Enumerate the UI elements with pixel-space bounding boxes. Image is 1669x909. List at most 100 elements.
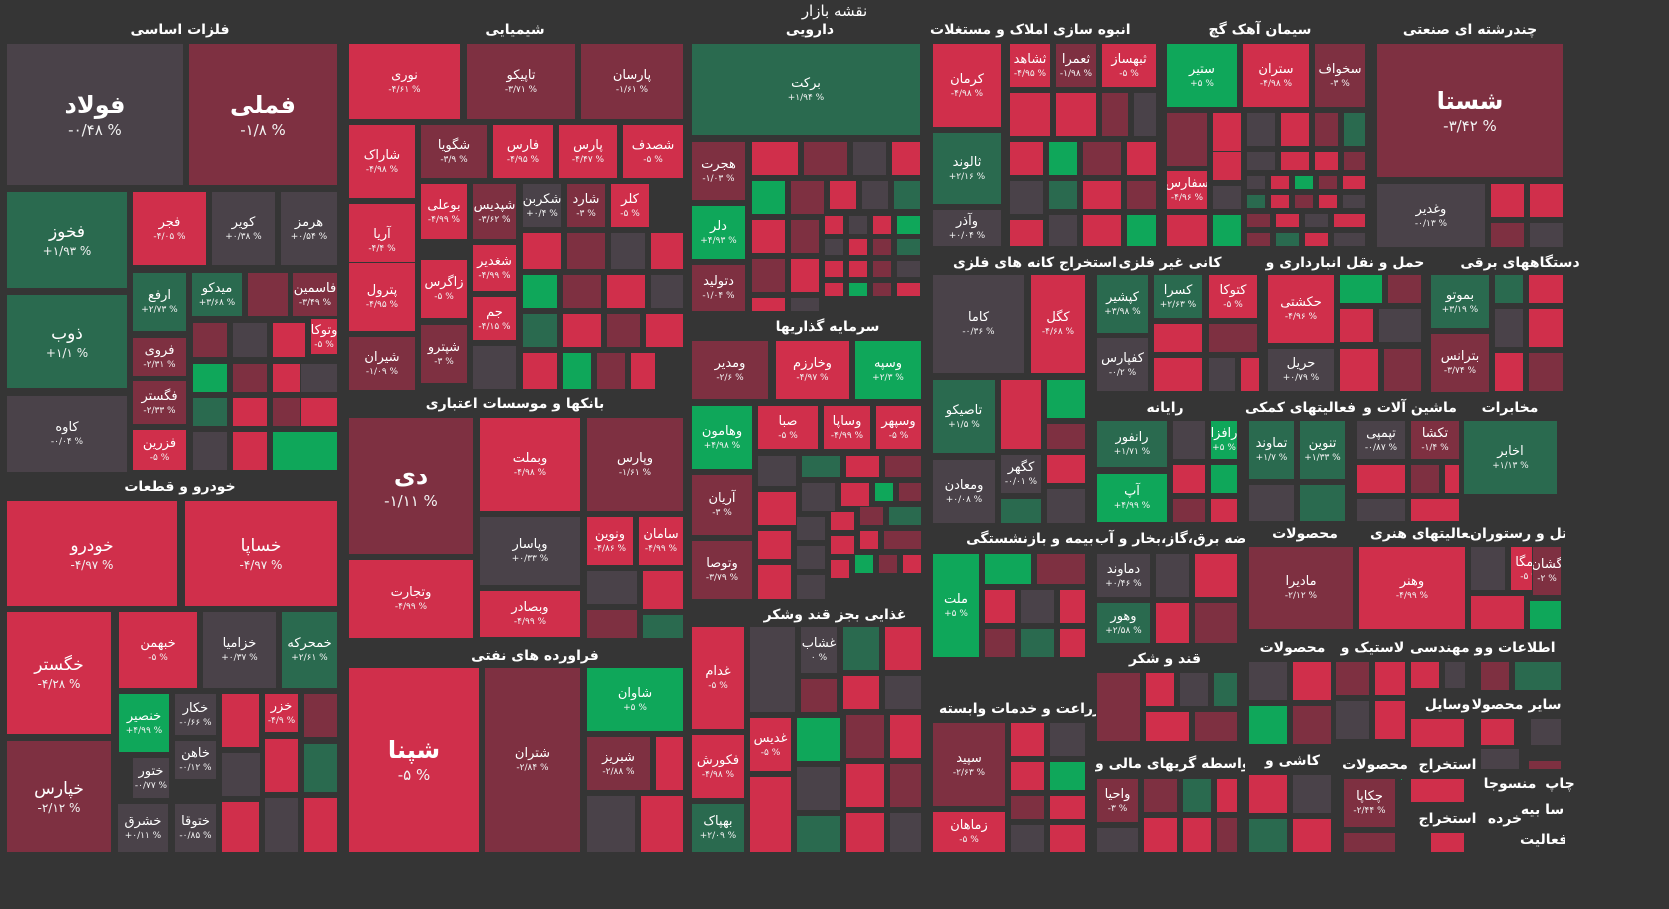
stock-tile[interactable]: وبصادر -۴/۹۹ % xyxy=(479,590,581,638)
stock-tile[interactable]: وغدیر -۰/۱۳ % xyxy=(1376,183,1486,248)
stock-tile-small[interactable] xyxy=(848,215,868,235)
stock-tile-small[interactable] xyxy=(1166,214,1208,247)
stock-tile-small[interactable] xyxy=(1246,232,1271,247)
stock-tile[interactable]: خزر -۴/۹ % xyxy=(264,693,299,733)
stock-tile[interactable]: خنصیر +۴/۹۹ % xyxy=(118,693,170,753)
stock-tile-small[interactable] xyxy=(562,313,602,348)
stock-tile-small[interactable] xyxy=(642,570,684,610)
stock-tile-small[interactable] xyxy=(852,141,887,176)
stock-tile[interactable]: ومدیر -۲/۶ % xyxy=(691,340,769,400)
stock-tile-small[interactable] xyxy=(1048,180,1078,210)
stock-tile-small[interactable] xyxy=(1182,817,1212,853)
stock-tile-small[interactable] xyxy=(1304,232,1329,247)
stock-tile[interactable]: ذوب +۱/۱ % xyxy=(6,294,128,389)
stock-tile-small[interactable] xyxy=(757,564,792,600)
stock-tile-small[interactable] xyxy=(1216,817,1238,853)
stock-tile[interactable]: فجر -۴/۰۵ % xyxy=(132,191,207,266)
stock-tile[interactable]: سخواف -۳ % xyxy=(1314,43,1366,108)
stock-tile[interactable]: شاراک -۴/۹۸ % xyxy=(348,124,416,199)
stock-tile-small[interactable] xyxy=(1046,454,1086,484)
stock-tile-small[interactable] xyxy=(824,282,844,297)
stock-tile-small[interactable] xyxy=(1480,661,1510,691)
stock-tile[interactable]: زماهان -۵ % xyxy=(932,811,1006,853)
stock-tile-small[interactable] xyxy=(1020,589,1055,624)
stock-tile-small[interactable] xyxy=(1318,194,1338,209)
stock-tile-small[interactable] xyxy=(1246,112,1276,147)
stock-tile[interactable]: خمحرکه +۲/۶۱ % xyxy=(281,611,338,689)
stock-tile-small[interactable] xyxy=(522,232,562,270)
stock-tile-small[interactable] xyxy=(1055,92,1097,137)
stock-tile-small[interactable] xyxy=(796,766,841,811)
stock-tile-small[interactable] xyxy=(884,455,922,478)
stock-tile-small[interactable] xyxy=(859,530,879,550)
stock-tile-small[interactable] xyxy=(757,530,792,560)
stock-tile-small[interactable] xyxy=(1528,352,1564,392)
stock-tile[interactable]: ختور -۰/۷۷ % xyxy=(132,757,170,799)
stock-tile[interactable]: وهور +۲/۵۸ % xyxy=(1096,602,1151,644)
stock-tile[interactable]: فاسمین -۳/۴۹ % xyxy=(292,272,338,317)
stock-tile-small[interactable] xyxy=(874,482,894,502)
stock-tile-small[interactable] xyxy=(854,554,874,574)
stock-tile-small[interactable] xyxy=(1009,141,1044,176)
stock-tile-small[interactable] xyxy=(1430,832,1465,853)
stock-tile-small[interactable] xyxy=(757,455,797,487)
stock-tile-small[interactable] xyxy=(751,219,786,254)
stock-tile-small[interactable] xyxy=(902,554,922,574)
stock-tile-small[interactable] xyxy=(801,482,836,512)
stock-tile-small[interactable] xyxy=(1529,222,1564,248)
stock-tile-small[interactable] xyxy=(1490,222,1525,248)
stock-tile-small[interactable] xyxy=(1194,553,1238,598)
stock-tile[interactable]: خساپا -۴/۹۷ % xyxy=(184,500,338,607)
stock-tile[interactable]: بهپاک +۲/۰۹ % xyxy=(691,803,745,853)
stock-tile-small[interactable] xyxy=(192,431,228,471)
stock-tile[interactable]: تاصیکو +۱/۵ % xyxy=(932,379,996,454)
stock-tile-small[interactable] xyxy=(1049,795,1086,820)
stock-tile-small[interactable] xyxy=(1133,92,1157,137)
stock-tile[interactable]: شتران -۲/۸۴ % xyxy=(484,667,581,853)
stock-tile-small[interactable] xyxy=(1172,420,1206,460)
stock-tile-small[interactable] xyxy=(889,812,922,853)
stock-tile[interactable]: ونوین -۴/۸۶ % xyxy=(586,516,634,566)
stock-tile-small[interactable] xyxy=(984,628,1016,658)
stock-tile-small[interactable] xyxy=(1339,274,1383,304)
stock-tile-small[interactable] xyxy=(642,614,684,639)
stock-tile[interactable]: جم -۴/۱۵ % xyxy=(472,296,517,341)
stock-tile[interactable]: صبا -۵ % xyxy=(757,405,819,450)
stock-tile-small[interactable] xyxy=(1529,183,1564,218)
stock-tile-small[interactable] xyxy=(884,675,922,710)
stock-tile[interactable]: تکشا -۱/۴ % xyxy=(1410,420,1460,460)
stock-tile-small[interactable] xyxy=(562,274,602,309)
stock-tile[interactable]: دتولید -۱/۰۴ % xyxy=(691,264,746,312)
stock-tile-small[interactable] xyxy=(645,313,684,348)
stock-tile-small[interactable] xyxy=(1343,112,1366,147)
stock-tile-small[interactable] xyxy=(1155,553,1190,598)
stock-tile-small[interactable] xyxy=(872,215,892,235)
stock-tile-small[interactable] xyxy=(790,180,825,215)
stock-tile[interactable]: حکشتی -۴/۹۶ % xyxy=(1267,274,1335,344)
stock-tile[interactable]: وسپه +۲/۳ % xyxy=(854,340,922,400)
stock-tile[interactable]: فروی -۲/۳۱ % xyxy=(132,337,187,377)
stock-tile-small[interactable] xyxy=(1275,213,1300,228)
stock-tile-small[interactable] xyxy=(1126,180,1157,210)
stock-tile-small[interactable] xyxy=(272,322,306,358)
stock-tile-small[interactable] xyxy=(749,626,796,713)
stock-tile-small[interactable] xyxy=(1292,774,1332,814)
stock-tile-small[interactable] xyxy=(1082,214,1122,247)
stock-tile-small[interactable] xyxy=(264,738,299,793)
stock-tile-small[interactable] xyxy=(796,717,841,762)
stock-tile-small[interactable] xyxy=(845,812,885,853)
stock-tile-small[interactable] xyxy=(1335,661,1370,696)
stock-tile-small[interactable] xyxy=(650,232,684,270)
stock-tile[interactable]: نوری -۴/۶۱ % xyxy=(348,43,461,120)
stock-tile-small[interactable] xyxy=(1246,151,1276,171)
stock-tile-small[interactable] xyxy=(303,693,338,738)
stock-tile-small[interactable] xyxy=(606,313,641,348)
stock-tile[interactable]: وخارزم -۴/۹۷ % xyxy=(775,340,850,400)
stock-tile-small[interactable] xyxy=(1009,92,1051,137)
stock-tile[interactable]: فکورش -۴/۹۸ % xyxy=(691,734,745,799)
stock-tile[interactable]: کفپارس -۰/۲ % xyxy=(1096,337,1149,392)
stock-tile-small[interactable] xyxy=(796,815,841,853)
stock-tile[interactable]: وپارس -۱/۶۱ % xyxy=(586,417,684,512)
stock-tile-small[interactable] xyxy=(1059,589,1086,624)
stock-tile-small[interactable] xyxy=(889,714,922,759)
